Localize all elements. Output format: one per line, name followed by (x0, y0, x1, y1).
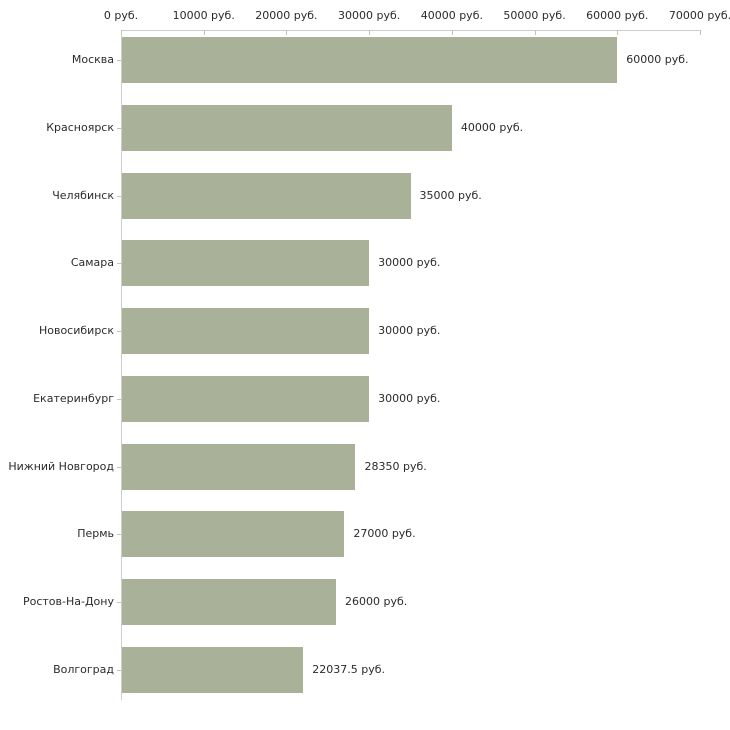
bar (122, 511, 345, 558)
bar (122, 308, 370, 355)
x-tick-label: 60000 руб. (586, 9, 649, 22)
x-tick-mark (451, 30, 453, 35)
x-tick-label: 50000 руб. (503, 9, 566, 22)
category-label: Самара (70, 256, 114, 270)
bar (122, 104, 452, 151)
x-tick-mark (121, 30, 122, 35)
y-tick-mark (117, 398, 121, 400)
x-tick-label: 20000 руб. (255, 9, 318, 22)
value-label: 27000 руб. (353, 527, 416, 541)
value-label: 60000 руб. (626, 53, 689, 66)
value-label: 30000 руб. (378, 324, 441, 338)
y-axis-line (121, 30, 122, 700)
category-label: Москва (71, 53, 114, 66)
category-label: Пермь (77, 527, 114, 541)
bar (122, 172, 411, 219)
y-tick-mark (117, 195, 121, 197)
x-tick-mark (203, 30, 205, 35)
bar (122, 375, 370, 422)
bar (122, 240, 370, 287)
value-label: 28350 руб. (364, 459, 427, 473)
y-tick-mark (117, 331, 121, 333)
bar (122, 443, 356, 490)
x-tick-mark (700, 30, 701, 35)
x-tick-label: 0 руб. (103, 9, 139, 22)
x-tick-label: 30000 руб. (338, 9, 401, 22)
y-tick-mark (117, 60, 121, 61)
x-axis-line (121, 30, 701, 31)
y-tick-mark (117, 534, 121, 536)
category-label: Волгоград (53, 663, 114, 677)
y-tick-mark (117, 602, 121, 604)
x-tick-mark (534, 30, 536, 35)
y-tick-mark (117, 670, 121, 672)
value-label: 30000 руб. (378, 256, 441, 270)
x-tick-mark (369, 30, 371, 35)
category-label: Нижний Новгород (8, 459, 114, 473)
x-tick-label: 10000 руб. (172, 9, 235, 22)
y-tick-mark (117, 263, 121, 265)
x-tick-mark (617, 30, 619, 35)
y-tick-mark (117, 127, 121, 129)
x-tick-label: 40000 руб. (420, 9, 483, 22)
value-label: 35000 руб. (419, 188, 482, 202)
x-tick-mark (286, 30, 288, 35)
x-tick-label: 70000 руб. (668, 9, 730, 22)
value-label: 30000 руб. (378, 391, 441, 405)
value-label: 26000 руб. (345, 595, 408, 609)
category-label: Новосибирск (38, 324, 114, 338)
category-label: Челябинск (52, 188, 114, 202)
category-label: Екатеринбург (33, 391, 114, 405)
bar (122, 37, 618, 83)
bar (122, 579, 337, 626)
bar (122, 647, 304, 694)
value-label: 40000 руб. (460, 120, 524, 134)
value-label: 22037.5 руб. (312, 663, 386, 677)
category-label: Ростов-На-Дону (22, 595, 114, 609)
category-label: Красноярск (46, 120, 114, 134)
y-tick-mark (117, 466, 121, 468)
